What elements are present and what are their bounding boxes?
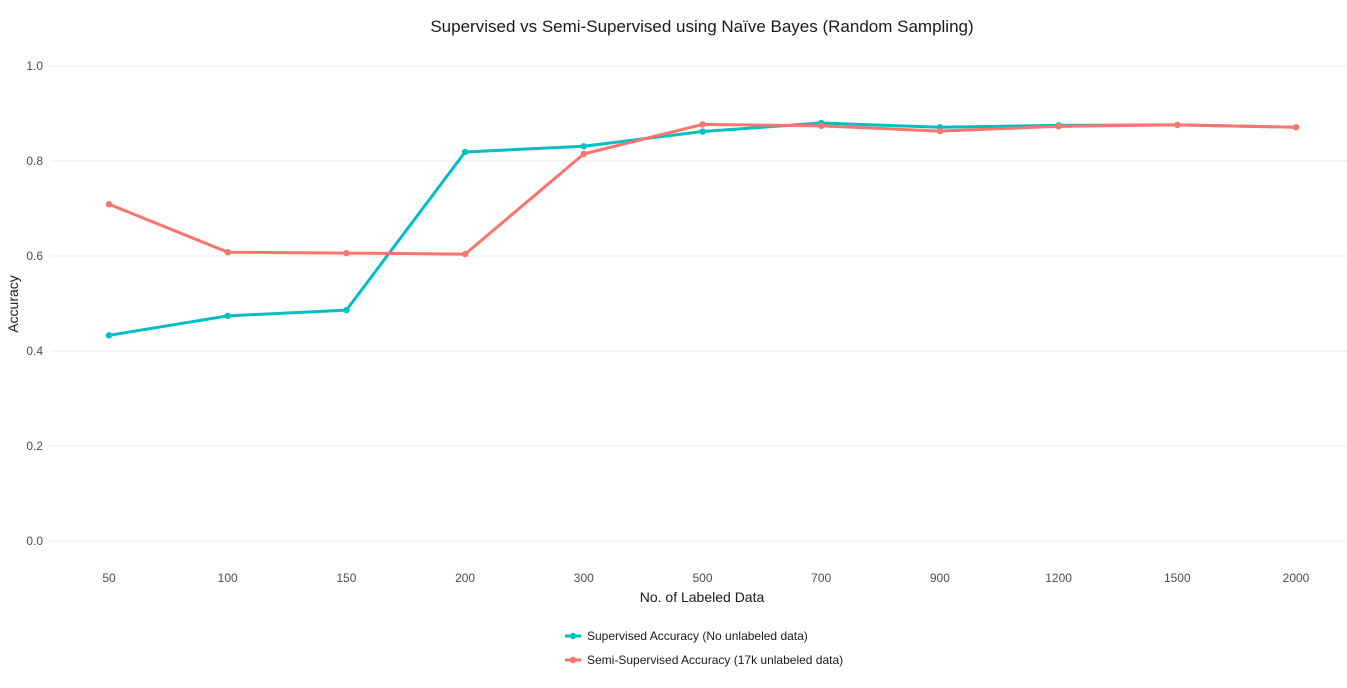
y-tick-label: 0.2 <box>26 439 43 453</box>
y-axis-ticks: 0.0 0.2 0.4 0.6 0.8 1.0 <box>26 59 43 548</box>
data-point <box>818 122 825 130</box>
data-point <box>224 312 231 320</box>
legend-label: Semi-Supervised Accuracy (17k unlabeled … <box>587 653 843 667</box>
x-tick-label: 100 <box>218 571 238 585</box>
series-lines <box>105 119 1300 339</box>
x-tick-label: 200 <box>455 571 475 585</box>
data-point <box>936 127 944 135</box>
x-tick-label: 150 <box>336 571 356 585</box>
legend-label: Supervised Accuracy (No unlabeled data) <box>587 629 808 643</box>
y-axis-label: Accuracy <box>5 275 21 333</box>
data-point <box>699 128 706 135</box>
y-tick-label: 0.8 <box>26 154 43 168</box>
data-point <box>699 121 706 128</box>
series-line <box>107 121 1298 337</box>
data-point <box>1055 123 1062 130</box>
data-point <box>580 143 587 150</box>
x-tick-label: 50 <box>102 571 116 585</box>
data-point <box>461 148 469 156</box>
series-line <box>107 122 1298 256</box>
data-point <box>461 250 469 258</box>
data-point <box>224 249 231 256</box>
y-tick-label: 1.0 <box>26 59 43 73</box>
y-tick-label: 0.4 <box>26 344 43 358</box>
legend-key-point <box>569 656 577 664</box>
y-tick-label: 0.0 <box>26 534 43 548</box>
x-axis-label: No. of Labeled Data <box>640 589 765 605</box>
x-tick-label: 300 <box>574 571 594 585</box>
x-tick-label: 500 <box>692 571 712 585</box>
data-point <box>105 332 113 339</box>
data-point <box>343 306 350 314</box>
x-tick-label: 1200 <box>1045 571 1072 585</box>
chart-title: Supervised vs Semi-Supervised using Naïv… <box>430 17 973 36</box>
x-tick-label: 2000 <box>1283 571 1310 585</box>
legend: Supervised Accuracy (No unlabeled data) S… <box>565 629 843 667</box>
x-tick-label: 700 <box>811 571 831 585</box>
x-tick-label: 1500 <box>1164 571 1191 585</box>
data-point <box>1174 121 1181 129</box>
x-tick-label: 900 <box>930 571 950 585</box>
gridlines <box>50 65 1347 542</box>
x-axis-ticks: 50 100 150 200 300 500 700 900 1200 1500 2000 <box>102 571 1309 585</box>
data-point <box>343 249 350 257</box>
legend-key-point <box>569 632 577 640</box>
y-tick-label: 0.6 <box>26 249 43 263</box>
data-point <box>580 150 587 158</box>
data-point <box>105 201 113 208</box>
data-point <box>1292 124 1300 131</box>
